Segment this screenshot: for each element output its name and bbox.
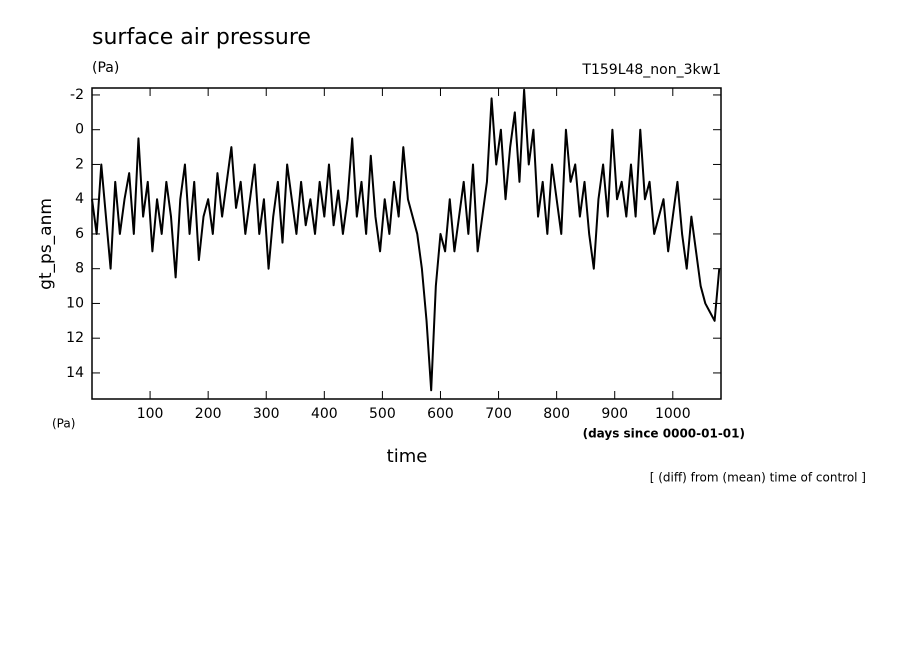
note: [ (diff) from (mean) time of control ]: [650, 471, 866, 485]
x-tick-label: 200: [195, 406, 222, 422]
plot-frame: [91, 87, 722, 400]
chart-title: surface air pressure: [92, 25, 311, 50]
x-tick-label: 600: [427, 406, 454, 422]
title-unit: (Pa): [92, 60, 119, 76]
y-tick-label: -2: [70, 87, 84, 103]
x-tick-label: 800: [543, 406, 570, 422]
y-tick-label: 2: [75, 156, 84, 172]
y-unit: (Pa): [52, 417, 75, 431]
y-tick-label: 6: [75, 226, 84, 242]
x-tick-label: 1000: [655, 406, 691, 422]
data-line: [91, 88, 721, 392]
x-axis-label: time: [387, 446, 428, 467]
x-tick-label: 700: [485, 406, 512, 422]
y-tick-label: 4: [75, 191, 84, 207]
x-tick-label: 500: [369, 406, 396, 422]
y-tick-label: 10: [66, 295, 84, 311]
x-tick-label: 900: [601, 406, 628, 422]
x-unit: (days since 0000-01-01): [583, 427, 745, 441]
y-tick-label: 14: [66, 365, 84, 381]
y-tick-label: 8: [75, 261, 84, 277]
run-label: T159L48_non_3kw1: [581, 62, 721, 78]
x-tick-label: 400: [311, 406, 338, 422]
y-tick-label: 0: [75, 122, 84, 138]
x-tick-label: 100: [137, 406, 164, 422]
y-tick-label: 12: [66, 330, 84, 346]
y-axis-label: gt_ps_anm: [36, 198, 56, 290]
x-tick-label: 300: [253, 406, 280, 422]
